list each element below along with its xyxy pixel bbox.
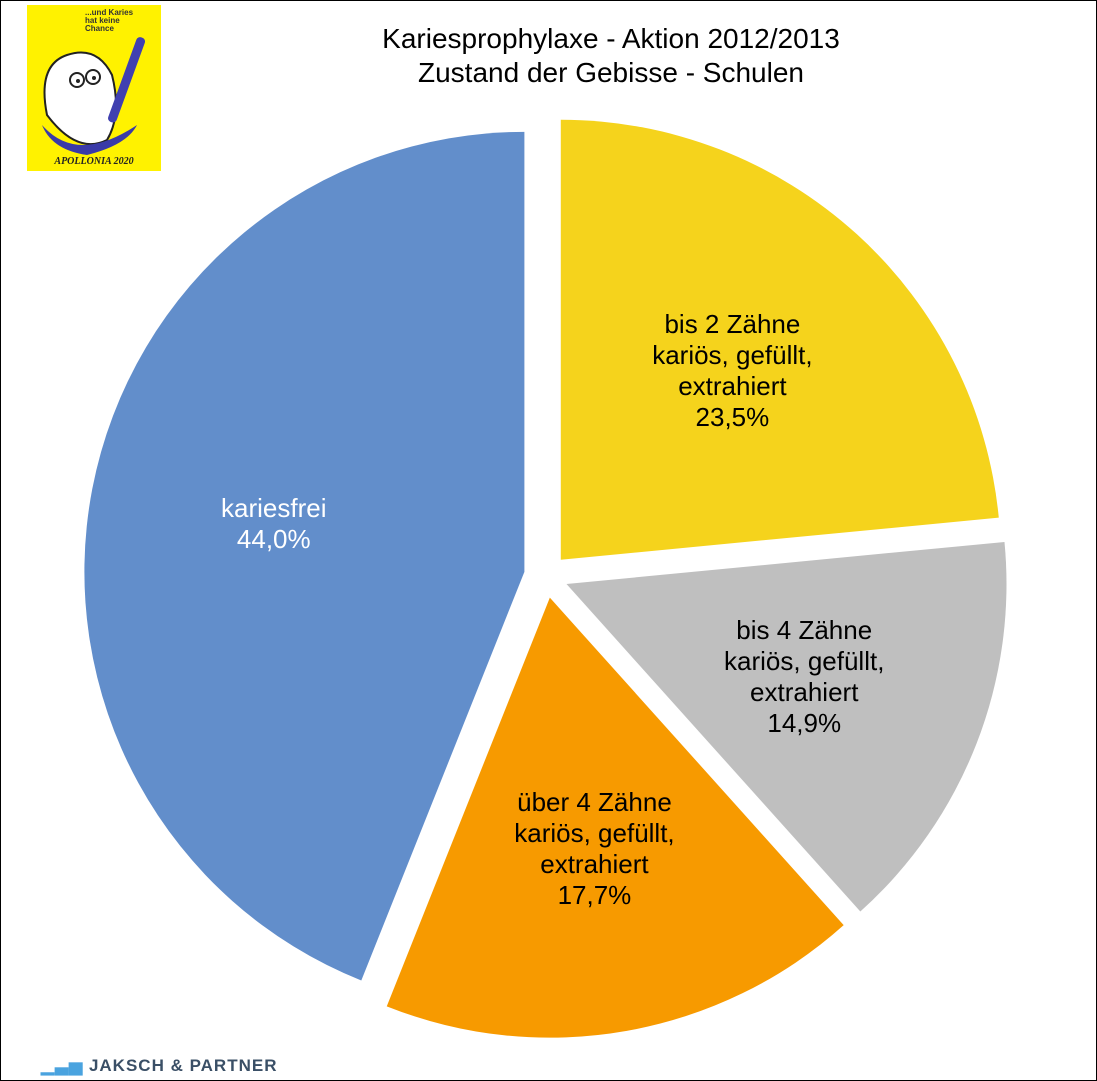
footer-brand: ▁▃▅ JAKSCH & PARTNER	[41, 1056, 278, 1076]
value-label: 44,0%	[166, 524, 381, 555]
logo-slogan: ...und Karies hat keine Chance	[85, 9, 145, 33]
slice-label: über 4 Zähne kariös, gefüllt, extrahiert	[487, 787, 702, 880]
value-label: 17,7%	[487, 880, 702, 911]
chart-title: Kariesprophylaxe - Aktion 2012/2013	[301, 23, 921, 55]
brand-text: JAKSCH & PARTNER	[89, 1056, 278, 1075]
logo: ...und Karies hat keine Chance APOLLONIA…	[27, 5, 161, 171]
chart	[1, 1, 1096, 1080]
slice-label: bis 4 Zähne kariös, gefüllt, extrahiert	[697, 615, 912, 708]
page: Kariesprophylaxe - Aktion 2012/2013 Zust…	[0, 0, 1097, 1081]
value-label: 23,5%	[625, 402, 840, 433]
slice-label: bis 2 Zähne kariös, gefüllt, extrahiert	[625, 309, 840, 402]
chart-subtitle: Zustand der Gebisse - Schulen	[301, 57, 921, 89]
logo-name: APOLLONIA 2020	[27, 156, 161, 167]
value-label: 14,9%	[697, 708, 912, 739]
slice-label: kariesfrei	[166, 493, 381, 524]
